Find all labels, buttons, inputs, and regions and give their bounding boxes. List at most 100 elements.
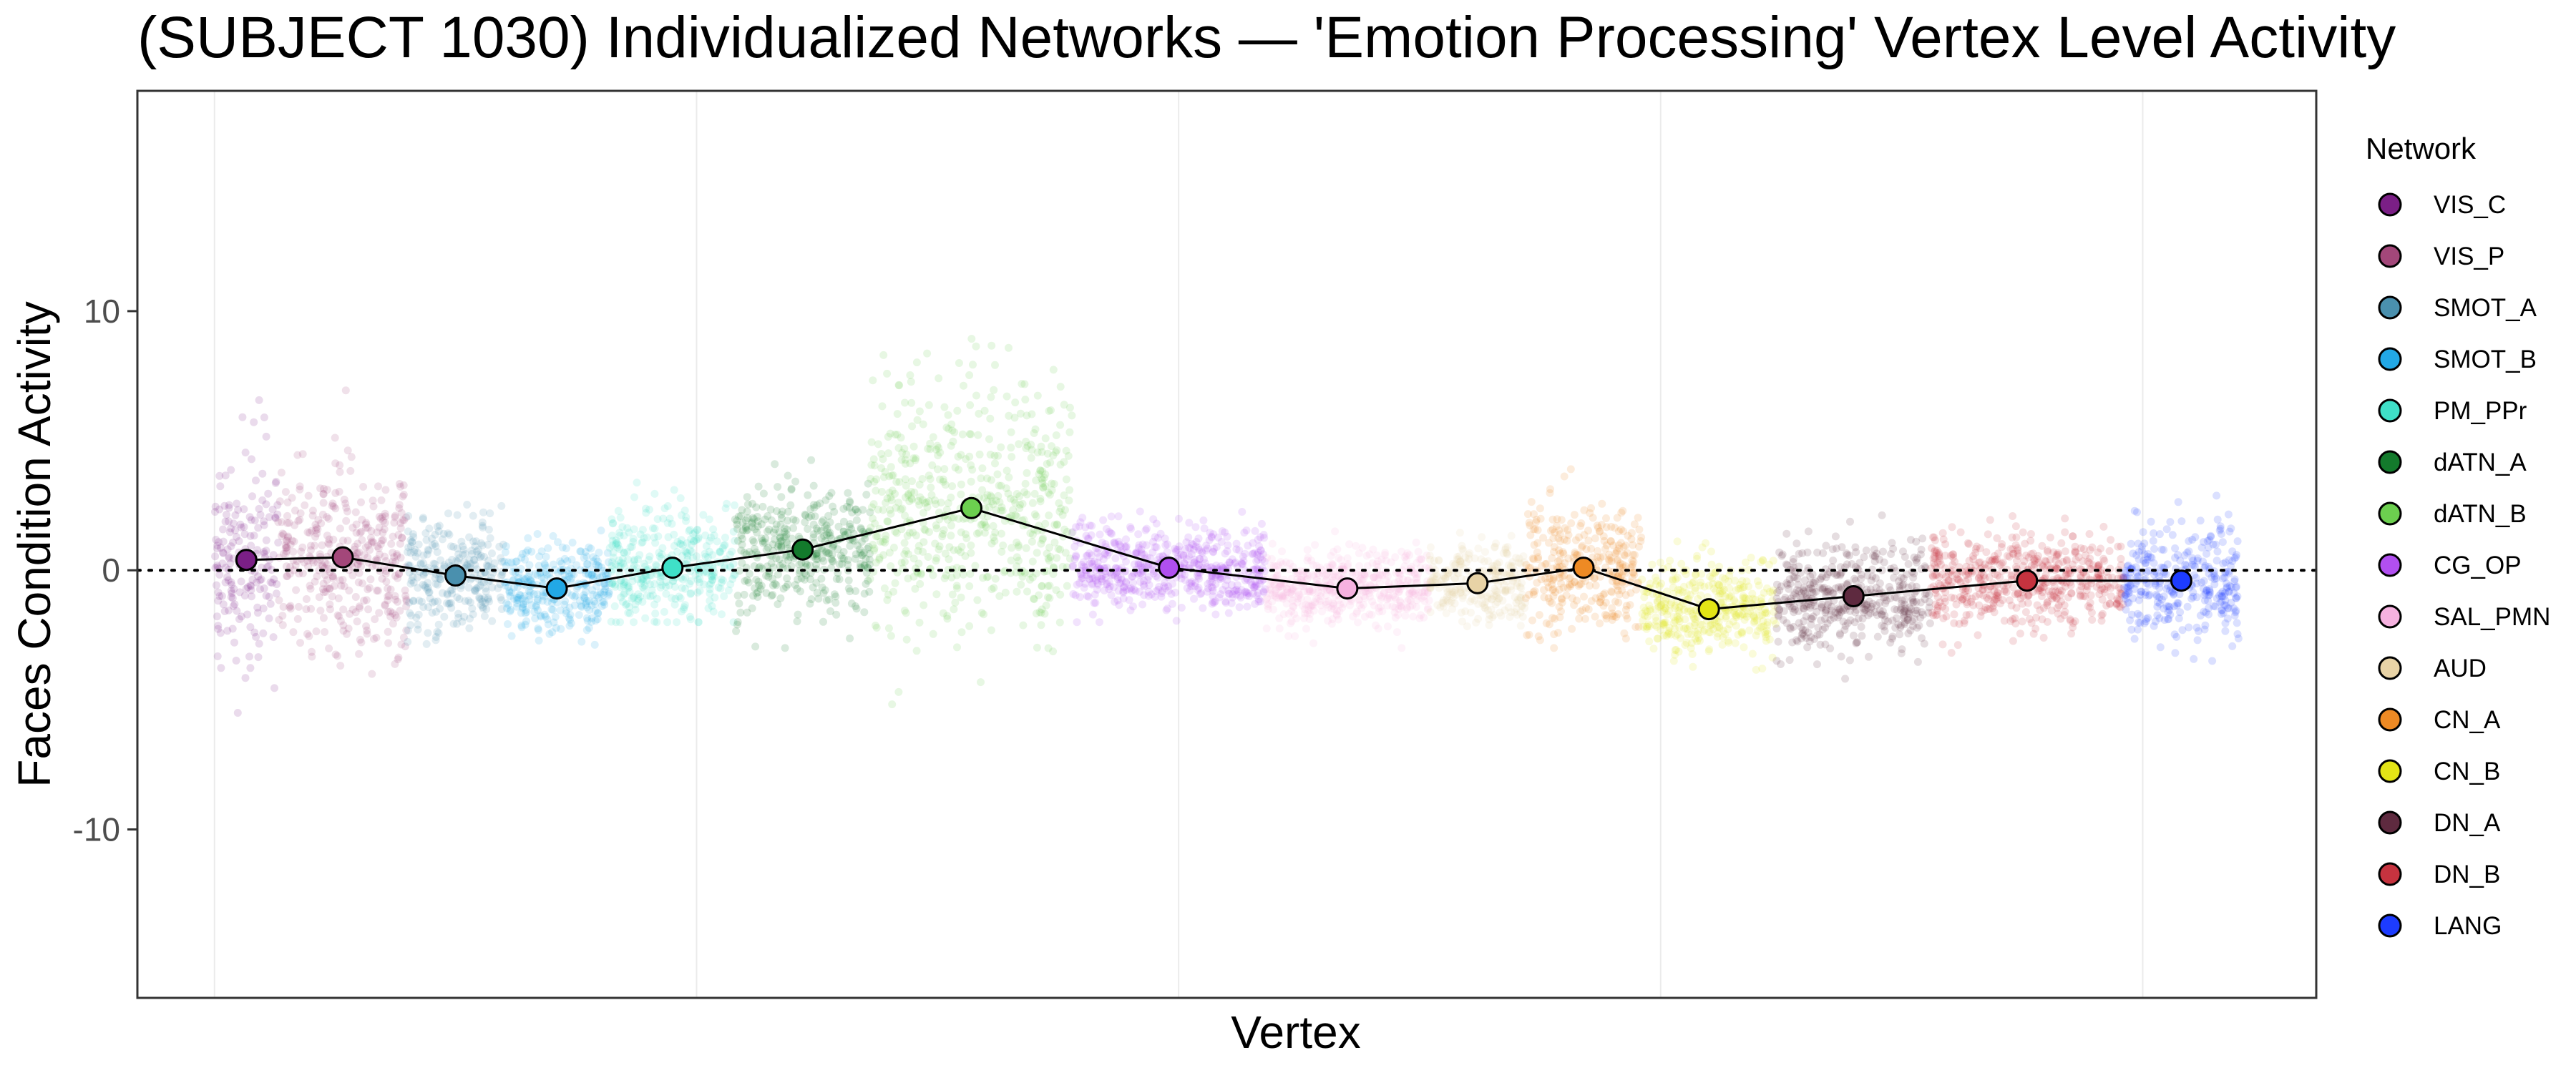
vertex-point [856, 549, 864, 557]
vertex-point [284, 532, 293, 541]
vertex-point [968, 466, 977, 474]
vertex-point [296, 509, 305, 518]
vertex-point [1033, 643, 1041, 652]
vertex-point [1262, 624, 1271, 633]
vertex-point [384, 596, 392, 604]
vertex-point [274, 539, 283, 547]
vertex-point [262, 536, 270, 544]
vertex-point [381, 519, 389, 527]
vertex-point [846, 635, 854, 642]
vertex-point [738, 540, 746, 549]
vertex-point [307, 604, 315, 613]
vertex-point [1906, 536, 1915, 544]
vertex-point [1309, 639, 1318, 647]
vertex-point [217, 664, 225, 672]
vertex-point [215, 570, 224, 579]
vertex-point [331, 504, 340, 513]
vertex-point [774, 570, 782, 579]
vertex-point [1906, 626, 1915, 635]
vertex-point [1269, 605, 1277, 614]
vertex-point [339, 536, 347, 545]
vertex-point [289, 628, 298, 637]
vertex-point [1813, 660, 1821, 669]
vertex-point [957, 593, 965, 602]
vertex-point [919, 538, 928, 547]
vertex-point [986, 451, 995, 459]
vertex-point [1015, 541, 1023, 549]
vertex-point [1612, 613, 1621, 621]
vertex-point [1340, 599, 1348, 608]
vertex-point [1391, 603, 1400, 612]
vertex-point [1772, 594, 1781, 603]
vertex-point [306, 542, 315, 550]
vertex-point [323, 531, 331, 540]
vertex-point [476, 582, 484, 590]
vertex-point [732, 627, 741, 635]
vertex-point [1056, 383, 1065, 391]
vertex-point [424, 584, 432, 592]
vertex-point [238, 413, 247, 421]
vertex-point [1243, 602, 1252, 611]
vertex-point [927, 491, 936, 499]
vertex-point [909, 572, 918, 581]
vertex-point [498, 570, 507, 579]
vertex-point [280, 549, 288, 558]
vertex-point [1171, 548, 1180, 557]
vertex-point [475, 594, 484, 603]
vertex-point [277, 469, 286, 477]
vertex-point [783, 574, 791, 582]
vertex-point [1309, 561, 1317, 569]
vertex-point [1455, 529, 1464, 537]
vertex-point [227, 593, 235, 602]
vertex-point [1503, 543, 1512, 552]
vertex-point [1790, 591, 1797, 599]
vertex-point [847, 599, 856, 608]
vertex-point [1168, 599, 1176, 608]
vertex-point [1704, 628, 1713, 637]
vertex-point [1435, 556, 1443, 564]
vertex-point [306, 582, 314, 590]
vertex-point [262, 432, 270, 441]
vertex-point [1152, 519, 1161, 528]
vertex-point [313, 572, 321, 581]
vertex-point [1772, 624, 1781, 633]
vertex-point [1646, 605, 1654, 614]
vertex-point [279, 530, 288, 539]
vertex-point [616, 514, 625, 522]
vertex-point [1371, 572, 1380, 581]
vertex-point [1053, 446, 1061, 454]
vertex-point [252, 476, 260, 485]
vertex-point [401, 642, 409, 651]
vertex-point [386, 585, 395, 594]
vertex-point [321, 571, 329, 579]
vertex-point [1904, 607, 1913, 616]
vertex-point [901, 398, 909, 407]
vertex-point [286, 603, 294, 612]
vertex-point [707, 579, 716, 587]
vertex-point [1052, 431, 1060, 439]
vertex-point [1487, 605, 1496, 614]
vertex-point [336, 461, 344, 469]
vertex-point [1235, 603, 1244, 612]
vertex-point [1021, 479, 1030, 488]
vertex-point [1637, 533, 1646, 542]
vertex-point [568, 539, 577, 547]
vertex-point [313, 529, 321, 538]
vertex-point [303, 629, 311, 638]
vertex-point [1507, 531, 1516, 540]
vertex-point [1576, 521, 1585, 530]
vertex-point [1042, 602, 1050, 609]
vertex-point [955, 466, 963, 474]
vertex-point [590, 640, 599, 649]
vertex-point [398, 534, 406, 542]
vertex-point [236, 520, 245, 529]
vertex-point [653, 515, 662, 524]
vertex-point [311, 577, 319, 586]
vertex-point [402, 626, 411, 635]
vertex-point [553, 598, 562, 607]
vertex-point [431, 539, 439, 548]
vertex-point [663, 502, 672, 510]
vertex-point [389, 609, 397, 617]
vertex-point [1412, 603, 1420, 611]
vertex-point [507, 632, 516, 640]
